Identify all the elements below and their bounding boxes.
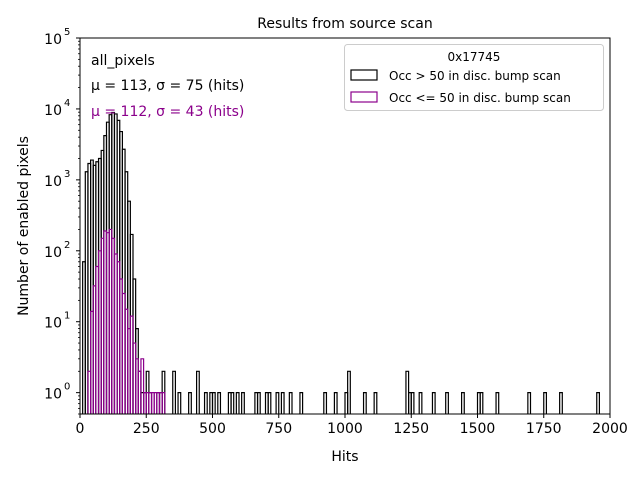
histogram-bin: [543, 392, 547, 414]
histogram-bin: [188, 392, 192, 414]
histogram-bin: [362, 392, 367, 414]
y-axis-label: Number of enabled pixels: [16, 136, 32, 316]
x-tick-label: 750: [265, 421, 292, 437]
legend-title: 0x17745: [448, 50, 501, 64]
y-tick-label: 10: [44, 103, 62, 119]
x-tick-label: 0: [76, 421, 85, 437]
x-axis-label: Hits: [331, 449, 358, 465]
y-tick-label: 10: [44, 387, 62, 403]
y-tick-exponent: 4: [64, 98, 70, 109]
y-tick-exponent: 3: [64, 169, 70, 180]
histogram-bin: [177, 392, 182, 414]
legend-swatch-occ-low: [350, 91, 378, 103]
annotation-name: all_pixels: [91, 53, 155, 69]
x-tick-label: 1750: [526, 421, 562, 437]
histogram-bin: [275, 392, 280, 414]
histogram-bin: [172, 370, 176, 414]
histogram-bin: [140, 358, 145, 414]
histogram-bin: [347, 370, 351, 414]
histogram-bin: [230, 392, 235, 414]
x-tick-label: 2000: [592, 421, 628, 437]
y-tick-exponent: 1: [64, 311, 70, 322]
histogram-bin: [267, 392, 272, 414]
x-tick-label: 1000: [327, 421, 363, 437]
histogram-bin: [333, 392, 338, 414]
legend: 0x17745 Occ > 50 in disc. bump scan Occ …: [344, 44, 604, 111]
histogram-bin: [161, 392, 166, 414]
histogram-bin: [299, 392, 304, 414]
y-tick-exponent: 2: [64, 240, 70, 251]
legend-box: [344, 44, 604, 111]
histogram-bin: [479, 392, 484, 414]
histogram-bin: [235, 392, 240, 414]
legend-swatch-occ-high: [350, 69, 378, 81]
histogram-bin: [418, 392, 423, 414]
chart-title: Results from source scan: [257, 16, 432, 32]
histogram-bin: [373, 392, 378, 414]
histogram-bin: [527, 392, 532, 414]
x-tick-label: 250: [133, 421, 160, 437]
y-tick-label: 10: [44, 316, 62, 332]
y-tick-label: 10: [44, 245, 62, 261]
y-tick-exponent: 5: [64, 27, 70, 38]
histogram-bin: [461, 392, 465, 414]
legend-label-occ-high: Occ > 50 in disc. bump scan: [389, 69, 561, 83]
histogram-bin: [203, 392, 208, 414]
annotation-stats-occ-low: μ = 112, σ = 43 (hits): [91, 104, 244, 120]
histogram-bin: [495, 392, 500, 414]
annotation-stats-occ-high: μ = 113, σ = 75 (hits): [91, 78, 244, 94]
y-tick-label: 10: [44, 174, 62, 190]
histogram-bin: [596, 392, 600, 414]
series-group: [87, 228, 166, 414]
x-tick-label: 500: [199, 421, 226, 437]
histogram-bin: [211, 392, 216, 414]
histogram-bin: [410, 392, 415, 414]
histogram-bin: [559, 392, 563, 414]
histogram-bin: [323, 392, 328, 414]
x-tick-label: 1250: [393, 421, 429, 437]
histogram-bin: [256, 392, 261, 414]
histogram-bin: [241, 392, 245, 414]
histogram-bin: [288, 392, 293, 414]
x-axis: 0 250 500 750 1000 1250 1500 1750 2000: [76, 414, 628, 437]
histogram-bin: [280, 392, 285, 414]
x-tick-label: 1500: [460, 421, 496, 437]
y-tick-label: 10: [44, 32, 62, 48]
histogram-bin: [196, 370, 200, 414]
histogram-bin: [217, 392, 222, 414]
histogram-bin: [445, 392, 449, 414]
series-layer: [82, 111, 600, 414]
histogram-bin: [431, 392, 436, 414]
legend-label-occ-low: Occ <= 50 in disc. bump scan: [389, 91, 571, 105]
y-tick-exponent: 0: [64, 382, 70, 393]
